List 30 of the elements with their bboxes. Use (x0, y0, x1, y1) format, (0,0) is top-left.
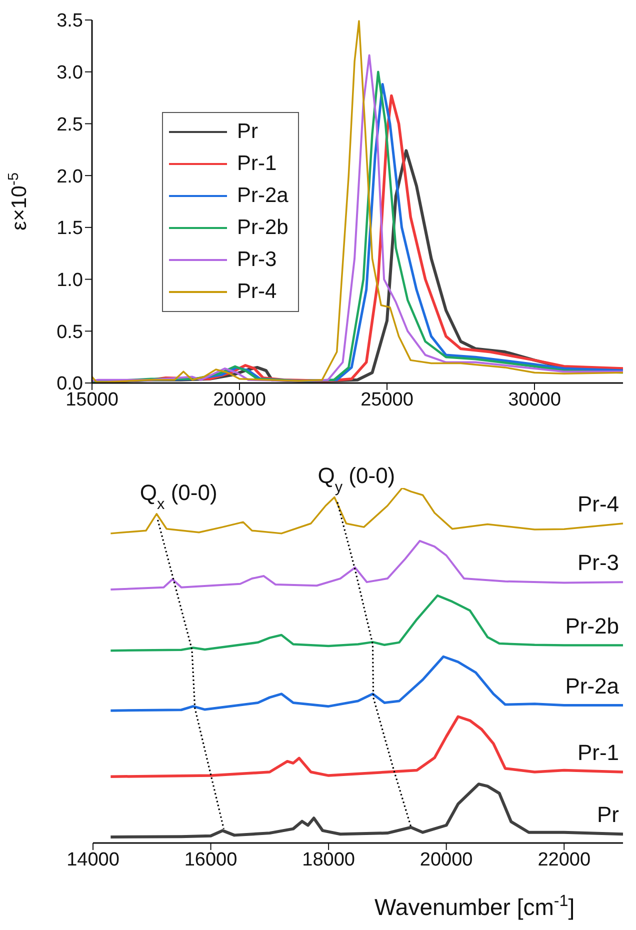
y-tick-label: 1.0 (56, 270, 83, 292)
series-label: Pr-1 (577, 740, 619, 765)
x-tick-label: 14000 (66, 849, 120, 870)
x-tick-label: 16000 (184, 849, 238, 870)
x-tick-label: 30000 (508, 389, 561, 410)
x-axis-title: Wavenumber [cm$^{-1}$] (374, 892, 575, 920)
legend-label: Pr-2a (237, 183, 288, 209)
y-tick-label: 2.0 (56, 166, 83, 188)
series-label: Pr-2b (565, 613, 619, 638)
annotation: Q$_{y}$ (0-0) (318, 463, 396, 496)
series-label: Pr-3 (577, 550, 619, 576)
legend-label: Pr-2b (237, 215, 288, 241)
annotation: Q$_{x}$ (0-0) (140, 480, 218, 512)
y-tick-label: 2.5 (56, 114, 83, 136)
y-tick-label: 0.5 (56, 322, 83, 343)
x-tick-label: 18000 (302, 849, 355, 870)
x-tick-label: 20000 (420, 849, 473, 870)
series-label: Pr (597, 802, 619, 828)
series-label: Pr-4 (577, 492, 619, 516)
legend-label: Pr-3 (237, 247, 277, 273)
series-label: Pr-2a (565, 673, 620, 698)
legend-label: Pr (237, 119, 258, 145)
x-tick-label: 25000 (360, 389, 414, 410)
x-tick-label: 22000 (538, 849, 591, 870)
x-tick-label: 20000 (213, 389, 266, 410)
legend-label: Pr-4 (237, 279, 277, 305)
y-tick-label: 3.0 (56, 62, 83, 84)
y-tick-label: 1.5 (56, 218, 83, 240)
legend-label: Pr-1 (237, 151, 277, 177)
y-tick-label: 3.5 (56, 10, 83, 32)
